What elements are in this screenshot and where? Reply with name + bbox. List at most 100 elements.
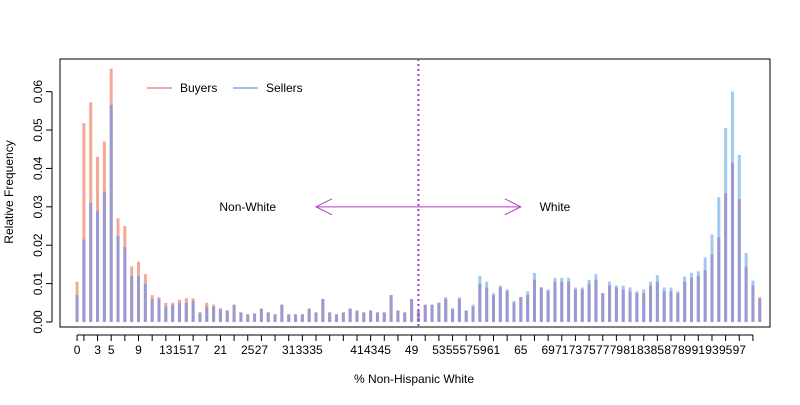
bar-overlap-96 [730, 162, 734, 323]
bar-overlap-51 [423, 304, 427, 323]
bar-overlap-0 [75, 295, 79, 323]
x-tick-label: 9 [135, 343, 142, 357]
x-tick-label: 35 [309, 343, 323, 357]
bar-overlap-80 [621, 289, 625, 323]
x-tick-label: 33 [296, 343, 310, 357]
bar-overlap-58 [471, 306, 475, 323]
x-tick-label: 0 [74, 343, 81, 357]
bar-overlap-54 [444, 298, 448, 323]
bar-overlap-82 [635, 293, 639, 323]
y-tick-label: 0.00 [31, 310, 45, 334]
bar-overlap-61 [492, 295, 496, 323]
y-tick-label: 0.04 [31, 156, 45, 180]
bar-overlap-33 [300, 314, 304, 323]
bar-overlap-83 [642, 293, 646, 323]
bar-overlap-42 [362, 312, 366, 323]
bar-overlap-95 [724, 193, 728, 323]
bar-overlap-12 [157, 298, 161, 323]
bar-overlap-56 [457, 298, 461, 323]
bar-overlap-65 [519, 297, 523, 323]
x-tick-label: 75 [582, 343, 596, 357]
bar-overlap-8 [130, 275, 134, 323]
bar-overlap-15 [177, 302, 181, 323]
bar-overlap-35 [314, 312, 318, 323]
bar-buyers-1 [82, 123, 86, 323]
bar-overlap-39 [341, 312, 345, 323]
bar-overlap-38 [334, 314, 338, 323]
bar-overlap-36 [321, 298, 325, 323]
bar-overlap-19 [205, 306, 209, 323]
x-tick-label: 83 [637, 343, 651, 357]
bar-overlap-22 [225, 310, 229, 323]
x-tick-label: 27 [255, 343, 269, 357]
overlap-bars [75, 105, 762, 323]
bar-overlap-29 [273, 314, 277, 323]
x-tick-label: 25 [241, 343, 255, 357]
bar-overlap-75 [587, 283, 591, 323]
bar-overlap-92 [703, 270, 707, 323]
bar-overlap-4 [102, 191, 106, 323]
bar-overlap-76 [594, 279, 598, 323]
bar-overlap-94 [717, 237, 721, 323]
bar-overlap-87 [669, 291, 673, 323]
bar-overlap-78 [608, 285, 612, 323]
x-tick-label: 43 [364, 343, 378, 357]
bar-overlap-44 [375, 312, 379, 323]
bar-overlap-5 [109, 105, 113, 323]
x-axis-label: % Non-Hispanic White [354, 372, 474, 386]
x-tick-label: 65 [514, 343, 528, 357]
bar-overlap-43 [369, 310, 373, 323]
x-tick-label: 21 [214, 343, 228, 357]
x-tick-label: 77 [596, 343, 610, 357]
bar-overlap-86 [662, 291, 666, 323]
x-tick-label: 3 [94, 343, 101, 357]
bar-overlap-52 [430, 304, 434, 323]
bar-overlap-89 [683, 281, 687, 323]
x-tick-label: 17 [186, 343, 200, 357]
bar-overlap-37 [328, 312, 332, 323]
bar-overlap-91 [696, 275, 700, 323]
bar-overlap-63 [505, 291, 509, 323]
bar-overlap-34 [307, 308, 311, 323]
bar-overlap-17 [191, 300, 195, 323]
bar-overlap-40 [348, 308, 352, 323]
legend: Buyers Sellers [147, 81, 303, 95]
bar-overlap-88 [676, 293, 680, 323]
x-tick-label: 91 [692, 343, 706, 357]
bar-overlap-31 [287, 314, 291, 323]
bar-overlap-90 [689, 277, 693, 323]
x-tick-label: 93 [705, 343, 719, 357]
y-tick-label: 0.01 [31, 272, 45, 296]
bar-overlap-53 [437, 302, 441, 323]
y-tick-label: 0.06 [31, 80, 45, 104]
x-tick-label: 71 [555, 343, 569, 357]
x-tick-label: 13 [159, 343, 173, 357]
bar-overlap-71 [560, 281, 564, 323]
bar-overlap-84 [649, 285, 653, 323]
x-tick-label: 81 [623, 343, 637, 357]
x-tick-label: 87 [664, 343, 678, 357]
bar-overlap-28 [266, 312, 270, 323]
x-tick-label: 41 [350, 343, 364, 357]
bar-overlap-45 [382, 312, 386, 323]
bar-overlap-48 [403, 312, 407, 323]
bar-overlap-74 [580, 289, 584, 323]
bar-overlap-100 [758, 298, 762, 323]
bar-overlap-79 [614, 287, 618, 323]
arrow-head-left [314, 198, 333, 216]
x-tick-label: 55 [446, 343, 460, 357]
bar-overlap-93 [710, 254, 714, 323]
bar-overlap-1 [82, 239, 86, 323]
bar-overlap-99 [751, 285, 755, 323]
x-tick-label: 79 [610, 343, 624, 357]
y-tick-label: 0.03 [31, 195, 45, 219]
bar-overlap-97 [737, 199, 741, 323]
bar-overlap-57 [464, 310, 468, 323]
y-axis: 0.00 0.01 0.02 0.03 0.04 0.05 0.06 [31, 80, 53, 334]
x-tick-label: 89 [678, 343, 692, 357]
x-tick-label: 45 [378, 343, 392, 357]
x-tick-label: 57 [460, 343, 474, 357]
x-tick-label: 59 [473, 343, 487, 357]
